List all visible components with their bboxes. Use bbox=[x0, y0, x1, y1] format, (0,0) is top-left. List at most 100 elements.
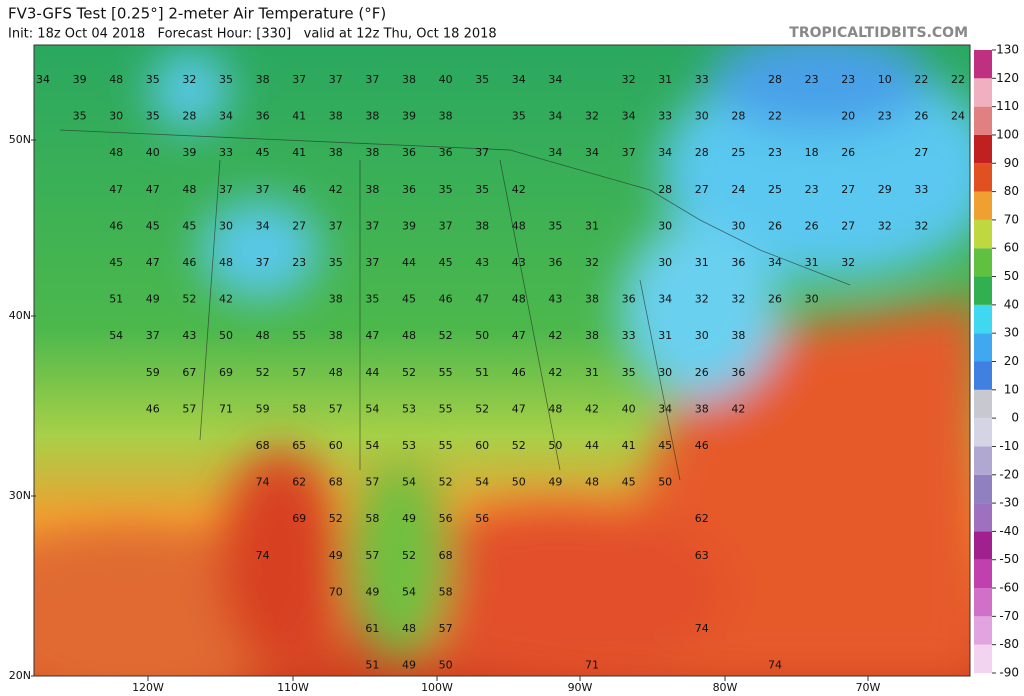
colorbar-label: -90 bbox=[999, 666, 1019, 680]
colorbar-label: 30 bbox=[1004, 326, 1019, 340]
temperature-label: 43 bbox=[182, 329, 196, 342]
temperature-label: 36 bbox=[439, 146, 453, 159]
temperature-label: 36 bbox=[402, 146, 416, 159]
temperature-label: 45 bbox=[182, 219, 196, 232]
temperature-label: 60 bbox=[475, 439, 489, 452]
temperature-label: 34 bbox=[658, 402, 672, 415]
temperature-label: 43 bbox=[475, 256, 489, 269]
temperature-label: 26 bbox=[805, 219, 819, 232]
colorbar-label: 120 bbox=[996, 71, 1019, 85]
colorbar-band bbox=[974, 219, 992, 249]
temperature-label: 27 bbox=[841, 183, 855, 196]
temperature-label: 37 bbox=[219, 183, 233, 196]
temperature-label: 48 bbox=[512, 293, 526, 306]
temperature-label: 20 bbox=[841, 110, 855, 123]
temperature-label: 33 bbox=[219, 146, 233, 159]
temperature-label: 35 bbox=[146, 110, 160, 123]
temperature-label: 34 bbox=[585, 146, 599, 159]
temperature-label: 42 bbox=[219, 293, 233, 306]
temperature-label: 54 bbox=[365, 402, 379, 415]
temperature-label: 36 bbox=[731, 256, 745, 269]
temperature-label: 35 bbox=[365, 293, 379, 306]
temperature-label: 32 bbox=[841, 256, 855, 269]
temperature-label: 42 bbox=[548, 329, 562, 342]
colorbar-band bbox=[974, 503, 992, 532]
temperature-label: 48 bbox=[512, 219, 526, 232]
temperature-label: 56 bbox=[439, 512, 453, 525]
temperature-label: 25 bbox=[731, 146, 745, 159]
colorbar-band bbox=[974, 616, 992, 645]
temperature-label: 30 bbox=[658, 219, 672, 232]
temperature-label: 34 bbox=[548, 146, 562, 159]
temperature-label: 32 bbox=[585, 110, 599, 123]
temperature-label: 24 bbox=[951, 110, 965, 123]
temperature-label: 26 bbox=[914, 110, 928, 123]
temperature-label: 74 bbox=[256, 476, 270, 489]
colorbar-band bbox=[974, 559, 992, 589]
temperature-label: 28 bbox=[731, 110, 745, 123]
temperature-label: 23 bbox=[878, 110, 892, 123]
temperature-label: 35 bbox=[548, 219, 562, 232]
latitude-label: 40N bbox=[9, 309, 31, 322]
temperature-label: 71 bbox=[585, 659, 599, 672]
colorbar-band bbox=[974, 361, 992, 390]
temperature-label: 31 bbox=[658, 329, 672, 342]
temperature-label: 38 bbox=[402, 73, 416, 86]
temperature-label: 54 bbox=[475, 476, 489, 489]
temperature-label: 39 bbox=[182, 146, 196, 159]
temperature-label: 24 bbox=[731, 183, 745, 196]
temperature-label: 35 bbox=[73, 110, 87, 123]
latitude-label: 50N bbox=[9, 133, 31, 146]
temperature-label: 48 bbox=[402, 622, 416, 635]
longitude-label: 120W bbox=[132, 681, 164, 694]
colorbar-band bbox=[974, 276, 992, 305]
temperature-label: 38 bbox=[365, 110, 379, 123]
temperature-label: 34 bbox=[256, 219, 270, 232]
temperature-label: 60 bbox=[329, 439, 343, 452]
temperature-label: 55 bbox=[292, 329, 306, 342]
temperature-label: 48 bbox=[548, 402, 562, 415]
colorbar-band bbox=[974, 248, 992, 277]
temperature-label: 39 bbox=[402, 110, 416, 123]
temperature-label: 70 bbox=[329, 585, 343, 598]
temperature-label: 74 bbox=[695, 622, 709, 635]
temperature-label: 57 bbox=[365, 476, 379, 489]
temperature-label: 23 bbox=[805, 73, 819, 86]
colorbar-label: -40 bbox=[999, 524, 1019, 538]
colorbar-label: 60 bbox=[1004, 241, 1019, 255]
temperature-label: 54 bbox=[109, 329, 123, 342]
temperature-label: 37 bbox=[475, 146, 489, 159]
temperature-label: 54 bbox=[402, 476, 416, 489]
temperature-label: 37 bbox=[365, 256, 379, 269]
temperature-label: 32 bbox=[731, 293, 745, 306]
temperature-label: 40 bbox=[622, 402, 636, 415]
temperature-label: 59 bbox=[256, 402, 270, 415]
temperature-label: 38 bbox=[256, 73, 270, 86]
colorbar-label: -10 bbox=[999, 439, 1019, 453]
temperature-label: 38 bbox=[329, 293, 343, 306]
temperature-label: 30 bbox=[731, 219, 745, 232]
temperature-label: 68 bbox=[329, 476, 343, 489]
temperature-label: 45 bbox=[402, 293, 416, 306]
colorbar-band bbox=[974, 474, 992, 504]
temperature-label: 57 bbox=[329, 402, 343, 415]
temperature-label: 51 bbox=[365, 659, 379, 672]
colorbar-band bbox=[974, 333, 992, 362]
temperature-label: 27 bbox=[292, 219, 306, 232]
temperature-label: 49 bbox=[402, 659, 416, 672]
temperature-label: 52 bbox=[402, 549, 416, 562]
temperature-label: 27 bbox=[914, 146, 928, 159]
temperature-label: 23 bbox=[292, 256, 306, 269]
temperature-label: 34 bbox=[768, 256, 782, 269]
temperature-label: 48 bbox=[219, 256, 233, 269]
colorbar-label: 130 bbox=[996, 43, 1019, 57]
temperature-label: 38 bbox=[365, 183, 379, 196]
temperature-label: 37 bbox=[329, 73, 343, 86]
temperature-label: 49 bbox=[146, 293, 160, 306]
temperature-label: 47 bbox=[512, 402, 526, 415]
subtitle: Init: 18z Oct 04 2018 Forecast Hour: [33… bbox=[8, 27, 497, 42]
temperature-label: 30 bbox=[658, 366, 672, 379]
temperature-label: 55 bbox=[439, 402, 453, 415]
temperature-label: 45 bbox=[622, 476, 636, 489]
